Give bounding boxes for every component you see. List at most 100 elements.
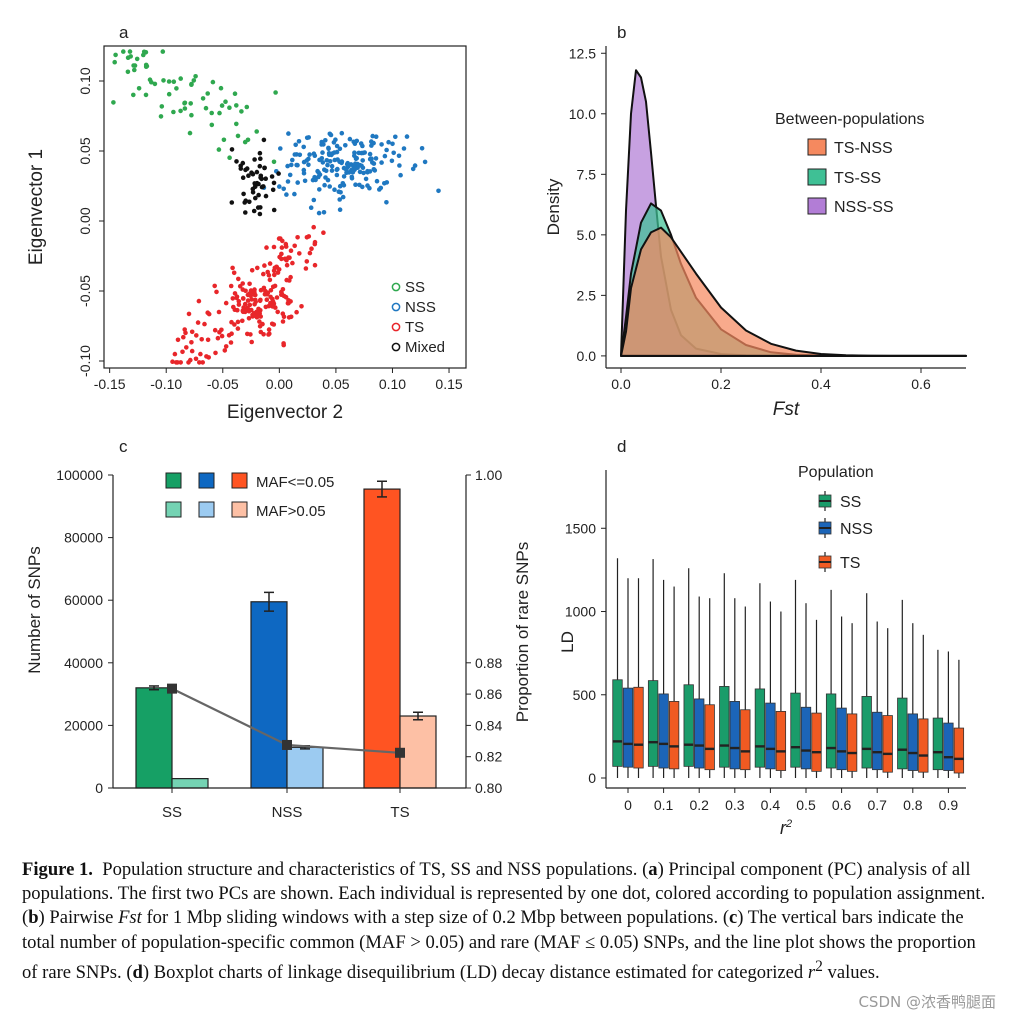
point-ts [229, 331, 234, 337]
point-ss [218, 85, 224, 91]
point-ts [251, 313, 256, 319]
box-ss [754, 688, 766, 768]
box-ts [918, 718, 929, 773]
caption-c-text: ) The vertical bars indicate the total n… [22, 907, 976, 983]
y-tick-label: 40000 [64, 655, 103, 671]
point-ts [284, 277, 290, 283]
figure-caption: Figure 1. Population structure and chara… [22, 858, 988, 985]
panel-b-y-label: Density [544, 178, 563, 235]
caption-b-text-2: for 1 Mbp sliding windows with a step si… [141, 907, 730, 929]
point-mixed [229, 147, 235, 152]
point-nss [287, 172, 293, 178]
point-nss [382, 181, 387, 186]
box-nss [729, 701, 740, 770]
box-ss [719, 686, 730, 768]
point-nss [341, 183, 347, 188]
point-ts [258, 287, 264, 293]
x-tick-label: 0 [624, 797, 632, 813]
y-right-tick-label: 0.86 [475, 686, 502, 702]
point-ss [166, 91, 172, 97]
panel-letter-a: a [119, 23, 129, 42]
panel-b-density-areas [620, 69, 967, 357]
legend-nss-label: NSS [405, 299, 436, 316]
point-mixed [252, 184, 258, 190]
point-ts [261, 271, 266, 277]
point-ts [271, 244, 277, 250]
point-ss [178, 76, 183, 81]
point-ts [246, 316, 252, 321]
point-nss [277, 184, 282, 189]
point-ss [143, 64, 149, 69]
x-tick-label: 0.6 [911, 376, 931, 392]
point-nss [317, 172, 323, 177]
panel-d-axis-ticks: 0 500 1000 1500 0 0.1 0.2 0.3 0.4 0.5 0.6 0.7 0.8 0.9 [565, 520, 958, 813]
point-ts [265, 290, 271, 296]
panel-d-legend: Population SS NSS TS [798, 464, 874, 572]
point-nss [325, 162, 330, 168]
bar-ts-common [399, 715, 437, 789]
panel-c-bars [135, 480, 437, 789]
point-ts [321, 230, 326, 235]
box-nss [800, 706, 812, 770]
point-nss [284, 192, 289, 197]
point-ts [281, 293, 287, 299]
point-nss [320, 160, 326, 165]
point-ss [235, 133, 241, 139]
panel-a-pca-scatter: -0.15 -0.10 -0.05 0.00 0.05 0.10 0.150.100.050… [26, 45, 467, 423]
point-nss [304, 135, 310, 141]
point-mixed [263, 193, 269, 199]
x-tick-label: SS [162, 804, 182, 821]
point-nss [386, 139, 391, 145]
point-ss [200, 96, 206, 101]
point-mixed [263, 176, 269, 181]
point-nss [353, 182, 358, 187]
point-nss [285, 179, 291, 184]
point-nss [308, 205, 314, 210]
point-nss [326, 152, 332, 158]
point-ts [280, 319, 286, 324]
point-nss [374, 178, 380, 184]
panel-a-legend: SS NSS TS Mixed [391, 279, 445, 356]
box-ts [775, 711, 787, 771]
y-tick-label: 5.0 [577, 227, 597, 243]
legend-ts-key [818, 552, 832, 572]
point-mixed [262, 165, 267, 171]
point-ts [245, 298, 251, 303]
point-mixed [241, 191, 246, 197]
point-mixed [258, 156, 263, 161]
point-mixed [244, 166, 250, 171]
point-ts [212, 283, 217, 289]
point-ss [131, 92, 136, 98]
point-nss [352, 153, 357, 158]
point-nss [289, 162, 294, 168]
legend-ts-nss-label: TS-NSS [834, 140, 893, 157]
point-ts [222, 348, 228, 353]
point-ss [188, 101, 193, 106]
legend-nss-marker [391, 302, 401, 312]
point-nss [355, 162, 361, 168]
caption-d-text: ) Boxplot charts of linkage disequilibri… [142, 962, 808, 983]
point-ts [268, 288, 274, 293]
point-ts [279, 245, 285, 250]
x-tick-label: -0.05 [207, 376, 239, 392]
point-ts [267, 277, 273, 283]
panel-c-legend: MAF<=0.05 MAF>0.05 [165, 472, 334, 520]
point-ss [112, 59, 117, 65]
point-ts [230, 265, 235, 271]
point-nss [357, 169, 363, 175]
y-right-tick-label: 0.84 [475, 717, 502, 733]
point-nss [397, 163, 402, 168]
point-ts [184, 345, 189, 350]
box-nss [765, 702, 776, 770]
point-mixed [240, 175, 246, 180]
point-nss [404, 134, 410, 139]
panel-d-ld-boxplots: 0 500 1000 1500 0 0.1 0.2 0.3 0.4 0.5 0.6 0.7 0.8 0.9… [558, 464, 966, 838]
point-mixed [270, 187, 276, 193]
caption-label: Figure 1. [22, 859, 93, 880]
y-tick-label: 1500 [565, 520, 596, 536]
point-ts [236, 299, 242, 304]
bar-ts-rare [363, 488, 401, 789]
point-mixed [254, 169, 260, 175]
panel-c-proportion-line [167, 683, 405, 758]
y-tick-label: 1000 [565, 604, 596, 620]
